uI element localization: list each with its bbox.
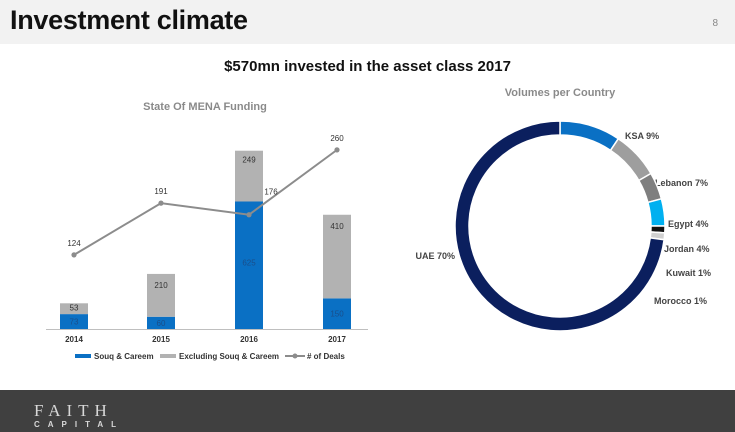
bar-chart: 73 53 2014 60 210 2015 625 249 2016 150 410 2017 124… — [46, 134, 368, 361]
donut-label-lebanon: Lebanon 7% — [655, 178, 708, 188]
label-excluding-2016: 249 — [242, 156, 256, 165]
donut-chart-title: Volumes per Country — [505, 87, 616, 99]
legend-label-deals: # of Deals — [307, 352, 345, 361]
donut-slice-lebanon — [609, 137, 652, 182]
deals-label-2015: 191 — [154, 187, 168, 196]
legend-marker-deals — [292, 353, 298, 359]
legend-swatch-souq-careem — [75, 354, 91, 358]
label-excluding-2017: 410 — [330, 222, 344, 231]
deals-point-2017 — [334, 147, 340, 153]
label-souq-careem-2017: 150 — [330, 310, 344, 319]
x-tick-label-2014: 2014 — [65, 335, 83, 344]
donut-chart: KSA 9% Lebanon 7% Egypt 4% Jordan 4% Kuwait … — [415, 120, 711, 332]
legend-label-excluding: Excluding Souq & Careem — [179, 352, 279, 361]
bar-souq-careem-2014 — [60, 314, 88, 329]
deals-line — [73, 149, 338, 256]
label-souq-careem-2016: 625 — [242, 258, 256, 267]
bar-excluding-2017 — [323, 214, 351, 299]
donut-slice-jordan — [646, 197, 666, 227]
page-title: Investment climate — [10, 5, 248, 35]
logo-word-capital: CAPITAL — [34, 420, 125, 429]
x-tick-label-2016: 2016 — [240, 335, 258, 344]
deals-label-2016: 176 — [264, 188, 278, 197]
header-bar: Investment climate 8 — [0, 0, 735, 44]
label-souq-careem-2014: 73 — [70, 318, 79, 327]
label-souq-careem-2015: 60 — [157, 319, 166, 328]
bar-excluding-2015 — [147, 273, 175, 317]
donut-slice-ksa — [559, 120, 620, 152]
x-tick-label-2015: 2015 — [152, 335, 170, 344]
bar-souq-careem-2016 — [235, 201, 263, 329]
donut-label-kuwait: Kuwait 1% — [666, 268, 711, 278]
footer-bar — [0, 390, 735, 432]
donut-label-uae: UAE 70% — [415, 251, 455, 261]
deals-point-2014 — [71, 252, 77, 258]
x-tick-label-2017: 2017 — [328, 335, 346, 344]
bar-excluding-2016 — [235, 150, 263, 202]
bar-chart-title: State Of MENA Funding — [143, 101, 267, 113]
donut-label-egypt: Egypt 4% — [668, 219, 709, 229]
deals-label-2014: 124 — [67, 239, 81, 248]
donut-label-ksa: KSA 9% — [625, 131, 659, 141]
legend-swatch-excluding — [160, 354, 176, 358]
bar-souq-careem-2017 — [323, 298, 351, 329]
logo-word-faith: FAITH — [34, 401, 113, 420]
bar-excluding-2014 — [60, 303, 88, 315]
page-number: 8 — [712, 18, 718, 29]
slide-subtitle: $570mn invested in the asset class 2017 — [224, 58, 511, 75]
deals-point-2015 — [158, 200, 164, 206]
donut-label-jordan: Jordan 4% — [664, 244, 710, 254]
label-excluding-2015: 210 — [154, 281, 168, 290]
label-excluding-2014: 53 — [70, 303, 79, 312]
deals-label-2017: 260 — [330, 134, 344, 143]
donut-slice-uae — [454, 120, 665, 332]
donut-label-morocco: Morocco 1% — [654, 296, 707, 306]
legend-label-souq-careem: Souq & Careem — [94, 352, 154, 361]
deals-point-2016 — [246, 212, 252, 218]
bar-souq-careem-2015 — [147, 316, 175, 329]
